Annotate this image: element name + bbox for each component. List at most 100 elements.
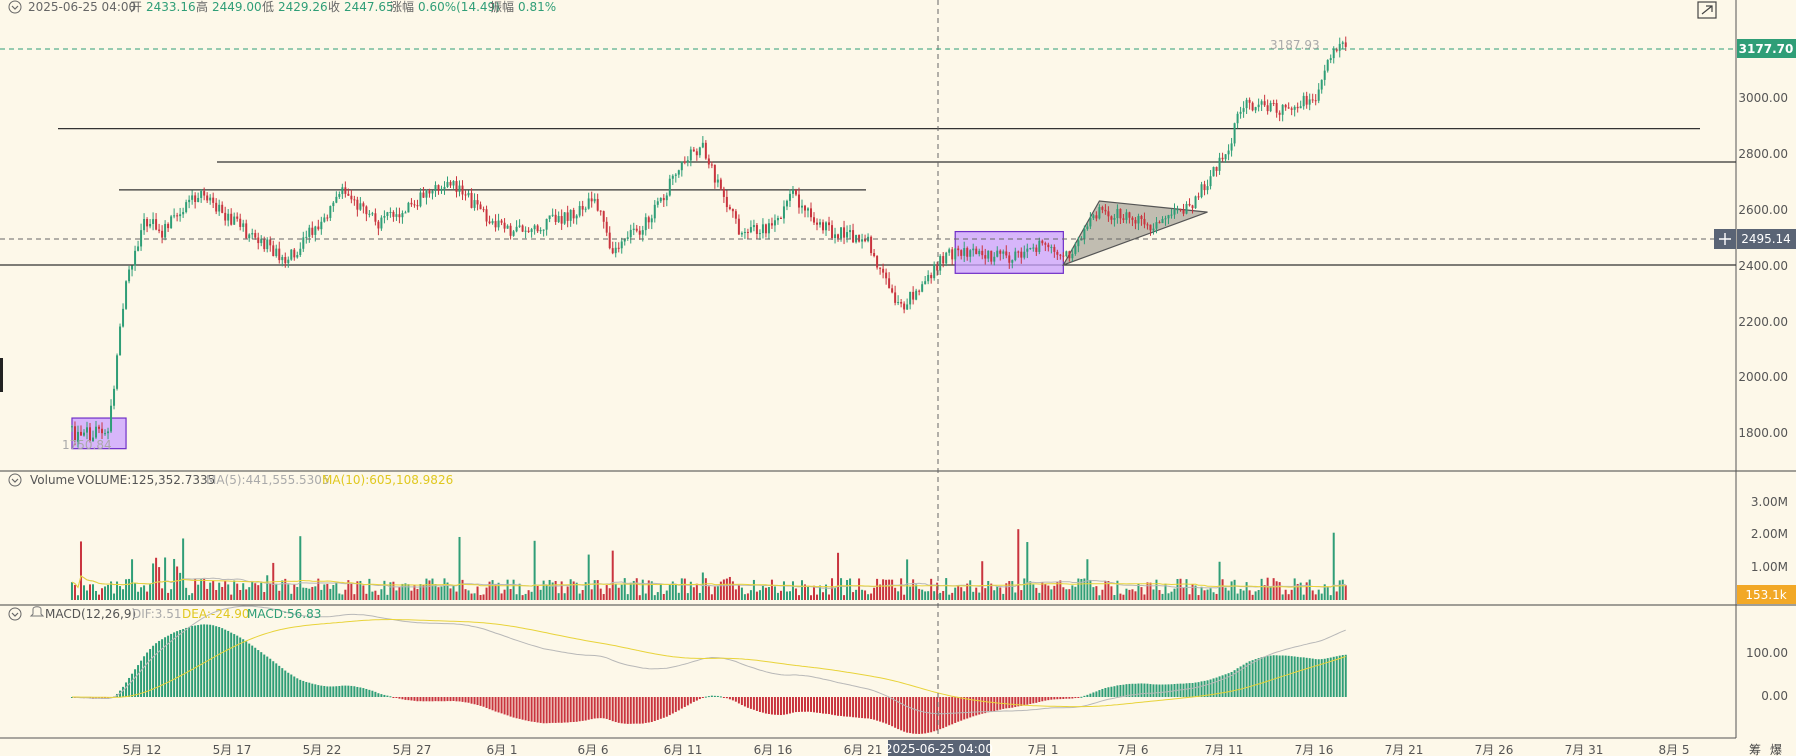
candle-body (392, 211, 395, 217)
candle-body (239, 218, 242, 227)
candle-body (1143, 218, 1146, 225)
volume-bar (1122, 594, 1125, 600)
chips-button[interactable]: 筹 (1749, 743, 1761, 756)
macd-histogram-bar (1170, 684, 1173, 697)
candle-body (1311, 99, 1314, 101)
volume-bar (861, 589, 864, 600)
candle-body (743, 231, 746, 233)
volume-bar (644, 593, 647, 600)
volume-bar (152, 563, 155, 600)
drawings-layer[interactable] (0, 128, 1736, 450)
collapse-icon[interactable] (8, 0, 22, 14)
volume-bar (212, 580, 215, 600)
macd-histogram-bar (885, 697, 888, 724)
macd-histogram-bar (1023, 697, 1026, 706)
volume-axis[interactable]: 3.00M 2.00M 1.00M 153.1k (1737, 495, 1796, 604)
macd-histogram-bar (170, 633, 173, 697)
volume-ma5-line (71, 575, 1346, 589)
time-tick: 6月 21 (844, 743, 883, 756)
candle-body (248, 234, 251, 239)
candle-body (755, 225, 758, 234)
candle-body (972, 248, 975, 251)
candle-body (593, 198, 596, 202)
macd-histogram-bar (1020, 697, 1023, 706)
macd-histogram-bar (1131, 683, 1134, 697)
candle-body (960, 250, 963, 256)
volume-bar (900, 578, 903, 600)
fullscreen-icon[interactable] (1697, 1, 1717, 19)
volume-bar (1131, 589, 1134, 600)
macd-histogram-bar (635, 697, 638, 724)
macd-histogram-bar (674, 697, 677, 712)
candle-body (563, 212, 566, 224)
candle-body (584, 208, 587, 210)
volume-bar (383, 580, 386, 600)
volume-bar (1050, 589, 1053, 600)
macd-histogram-bar (377, 693, 380, 697)
macd-dif: DIF:3.51 (132, 607, 182, 621)
volume-bar (987, 580, 990, 600)
volume-bar (173, 558, 176, 600)
volume-bar (293, 584, 296, 600)
macd-histogram-bar (1332, 656, 1335, 697)
time-axis[interactable]: 5月 12 5月 17 5月 22 5月 27 6月 1 6月 6 6月 11 … (123, 740, 1690, 756)
volume-bar (230, 594, 233, 600)
volume-bar (785, 591, 788, 600)
burst-button[interactable]: 爆 (1770, 743, 1782, 756)
candle-body (302, 237, 305, 249)
volume-bar (1152, 589, 1155, 600)
macd-histogram-bar (1158, 684, 1161, 697)
macd-histogram-bar (101, 697, 104, 699)
candle-body (1041, 240, 1044, 244)
macd-histogram-bar (1008, 697, 1011, 709)
macd-histogram-bar (563, 697, 566, 723)
macd-histogram-bar (822, 697, 825, 714)
volume-collapse-icon[interactable] (8, 473, 22, 487)
volume-bar (73, 584, 76, 600)
macd-histogram-bar (987, 697, 990, 713)
alert-bell-icon[interactable] (29, 606, 45, 617)
candle-body (1317, 89, 1320, 101)
candle-body (803, 205, 806, 211)
candle-body (176, 215, 179, 217)
macd-histogram-bar (1233, 670, 1236, 697)
volume-bar (1110, 586, 1113, 600)
macd-value: MACD:56.83 (247, 607, 321, 621)
volume-bar (281, 580, 284, 600)
plus-icon[interactable] (1719, 233, 1731, 245)
macd-histogram-bar (909, 697, 912, 734)
macd-histogram-bar (641, 697, 644, 724)
candle-body (1149, 224, 1152, 231)
volume-bar (1080, 578, 1083, 600)
macd-histogram-bar (512, 697, 515, 718)
volume-bar (512, 579, 515, 600)
candle-body (101, 428, 104, 434)
macd-axis[interactable]: 100.00 0.00 (1746, 646, 1788, 703)
volume-bar (95, 590, 98, 600)
macd-histogram-bar (152, 645, 155, 697)
price-axis[interactable]: 3000.00 2800.00 2600.00 2400.00 2200.00 … (1738, 91, 1788, 440)
candle-body (936, 264, 939, 271)
macd-histogram-bar (951, 697, 954, 725)
candle-body (1179, 209, 1182, 211)
candle-body (467, 192, 470, 196)
candle-body (365, 206, 368, 215)
candle-body (203, 191, 206, 196)
candle-body (428, 190, 431, 194)
volume-bar (1332, 532, 1335, 600)
volume-bar (767, 587, 770, 600)
macd-histogram-bar (942, 697, 945, 729)
macd-histogram-bar (975, 697, 978, 716)
volume-bar (1224, 587, 1227, 600)
macd-histogram-bar (626, 697, 629, 724)
macd-collapse-icon[interactable] (8, 607, 22, 621)
last-price-tag: 3177.70 (1737, 39, 1796, 58)
macd-histogram-bar (764, 697, 767, 714)
volume-bar (695, 583, 698, 600)
crosshair-price-tag[interactable]: 2495.14 (1714, 229, 1796, 249)
macd-histogram-bar (239, 637, 242, 697)
volume-bar (1308, 579, 1311, 600)
volume-bar (858, 578, 861, 600)
time-tick: 5月 17 (213, 743, 252, 756)
